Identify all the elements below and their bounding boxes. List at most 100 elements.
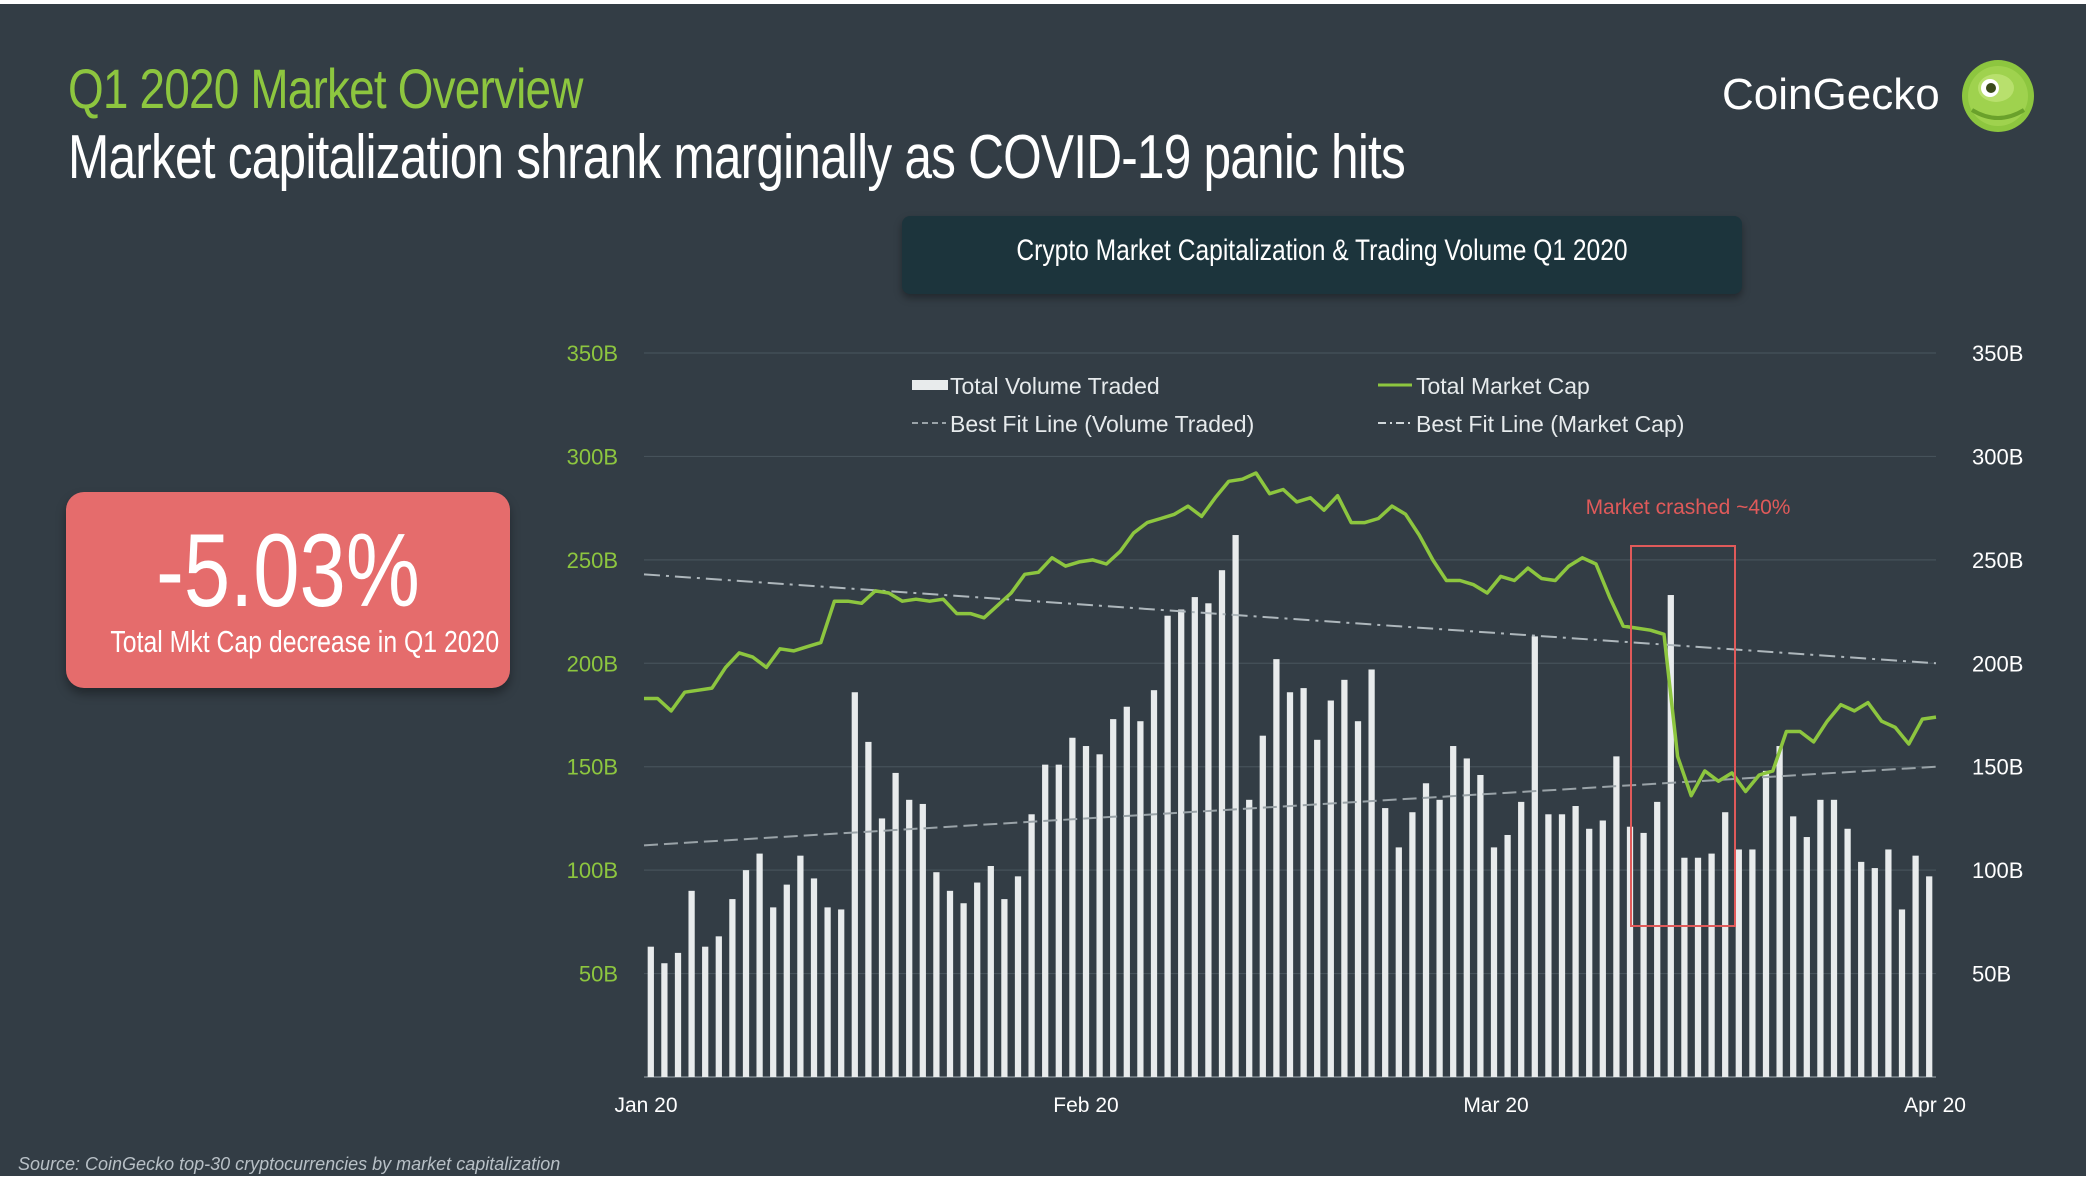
volume-bars xyxy=(647,535,1933,1077)
stat-value: -5.03% xyxy=(156,513,420,629)
chart-title: Crypto Market Capitalization & Trading V… xyxy=(1016,234,1628,267)
y-tick-label-right: 50B xyxy=(1972,962,2011,987)
volume-bar xyxy=(1354,721,1362,1077)
legend-label-volume-trend: Best Fit Line (Volume Traded) xyxy=(950,411,1254,437)
volume-bar xyxy=(1599,820,1606,1077)
volume-bar xyxy=(1640,832,1647,1077)
volume-bar xyxy=(647,946,654,1077)
volume-bar xyxy=(838,909,845,1077)
volume-bar xyxy=(960,903,967,1077)
volume-bar xyxy=(1178,609,1185,1077)
volume-bar xyxy=(1110,719,1117,1077)
coingecko-logo-icon xyxy=(1962,60,2034,132)
chart-title-box: Crypto Market Capitalization & Trading V… xyxy=(902,216,1742,294)
market-cap-trend-line xyxy=(643,573,1937,665)
x-tick-label: Mar 20 xyxy=(1463,1094,1528,1117)
x-tick-label: Jan 20 xyxy=(614,1094,677,1117)
slide-eyebrow: Q1 2020 Market Overview xyxy=(68,57,583,120)
volume-bar xyxy=(1014,876,1022,1077)
volume-bar xyxy=(974,882,981,1077)
y-tick-label-right: 250B xyxy=(1972,548,2023,573)
volume-bar xyxy=(1531,636,1538,1077)
volume-bar xyxy=(851,692,858,1077)
x-tick-label: Apr 20 xyxy=(1904,1094,1966,1117)
volume-bar xyxy=(1422,783,1430,1077)
volume-bar xyxy=(674,952,682,1077)
volume-trend-line xyxy=(643,765,1937,847)
volume-bar xyxy=(1055,764,1062,1077)
volume-bar xyxy=(1164,615,1171,1077)
volume-bar xyxy=(1382,808,1389,1077)
volume-bar xyxy=(1803,837,1810,1077)
volume-bar xyxy=(1259,735,1266,1077)
stat-card: -5.03% Total Mkt Cap decrease in Q1 2020 xyxy=(66,492,510,688)
volume-bar xyxy=(1232,535,1239,1077)
market-chart: 50B 100B 150B 200B 250B 300B 350B 50B 100B 150B 20… xyxy=(567,341,2024,1117)
volume-bar xyxy=(1246,799,1253,1077)
volume-bar xyxy=(824,907,831,1077)
legend-label-volume: Total Volume Traded xyxy=(950,373,1160,399)
volume-bar xyxy=(1898,909,1906,1077)
volume-bar xyxy=(715,936,722,1077)
volume-bar xyxy=(1518,801,1525,1077)
volume-bar xyxy=(1613,756,1620,1077)
y-tick-label-left: 300B xyxy=(567,444,618,469)
volume-bar xyxy=(797,855,804,1077)
y-tick-label-left: 150B xyxy=(567,755,618,780)
volume-bar xyxy=(1096,754,1103,1077)
volume-bar xyxy=(1790,816,1797,1077)
volume-bar xyxy=(1477,774,1484,1077)
volume-bar xyxy=(1001,899,1008,1077)
crash-annotation: Market crashed ~40% xyxy=(1586,496,1791,519)
volume-bar xyxy=(906,799,913,1077)
volume-bar xyxy=(1586,828,1593,1077)
volume-bar xyxy=(1028,814,1035,1077)
x-axis: Jan 20 Feb 20 Mar 20 Apr 20 xyxy=(614,1094,1965,1117)
volume-bar xyxy=(1858,861,1865,1077)
market-cap-line xyxy=(644,471,1937,798)
volume-bar xyxy=(783,884,790,1077)
volume-bar xyxy=(892,772,899,1077)
volume-bar xyxy=(1082,746,1090,1077)
volume-bar xyxy=(1463,758,1470,1077)
volume-bar xyxy=(1735,849,1742,1077)
volume-bar xyxy=(1286,692,1294,1077)
y-tick-label-left: 200B xyxy=(567,651,618,676)
volume-bar xyxy=(1722,812,1729,1077)
y-tick-label-right: 300B xyxy=(1972,444,2023,469)
brand-name: CoinGecko xyxy=(1722,70,1940,119)
legend-label-market-cap-trend: Best Fit Line (Market Cap) xyxy=(1416,411,1684,437)
volume-bar xyxy=(1626,826,1634,1077)
y-tick-label-left: 50B xyxy=(579,962,618,987)
volume-bar xyxy=(1409,812,1416,1077)
volume-bar xyxy=(810,878,818,1077)
volume-bar xyxy=(1341,679,1348,1077)
volume-bar xyxy=(1368,669,1375,1077)
x-tick-label: Feb 20 xyxy=(1053,1094,1118,1117)
volume-bar xyxy=(688,890,695,1077)
slide-panel: Q1 2020 Market Overview Market capitaliz… xyxy=(0,4,2086,1176)
volume-bar xyxy=(1912,855,1919,1077)
volume-bar xyxy=(1885,849,1892,1077)
y-tick-label-right: 100B xyxy=(1972,858,2023,883)
y-axis-left: 50B 100B 150B 200B 250B 300B 350B xyxy=(567,341,618,987)
volume-bar xyxy=(1191,597,1198,1077)
volume-bar xyxy=(1844,828,1851,1077)
volume-bar xyxy=(1762,770,1770,1077)
volume-bar xyxy=(1450,746,1457,1077)
volume-bar xyxy=(1300,688,1307,1077)
volume-bar xyxy=(1042,764,1049,1077)
volume-bar xyxy=(1436,799,1443,1077)
volume-bar xyxy=(1926,876,1933,1077)
legend-swatch-volume xyxy=(912,380,948,390)
volume-bar xyxy=(1667,595,1674,1077)
source-note: Source: CoinGecko top-30 cryptocurrencie… xyxy=(18,1154,561,1174)
volume-bar xyxy=(702,946,709,1077)
volume-bar xyxy=(1137,721,1144,1077)
volume-bar xyxy=(1572,806,1579,1077)
volume-bar xyxy=(878,818,886,1077)
y-tick-label-right: 200B xyxy=(1972,651,2023,676)
volume-bar xyxy=(1681,857,1688,1077)
volume-bar xyxy=(933,872,940,1077)
